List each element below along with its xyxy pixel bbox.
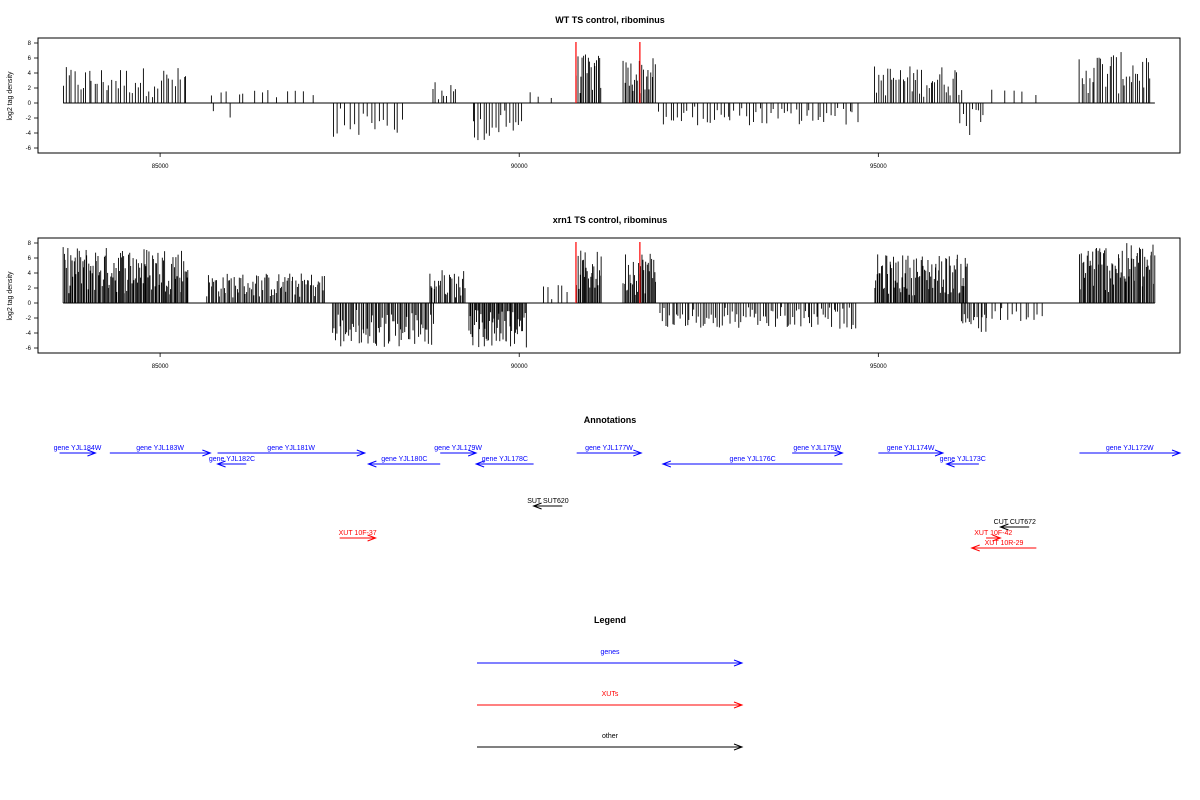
y-tick-label: 6 (28, 256, 32, 262)
y-tick-label: 4 (28, 271, 32, 277)
wt-track-panel: WT TS control, ribominus log2 tag densit… (7, 15, 1181, 170)
wt-x-axis: 85000 90000 95000 (152, 153, 887, 170)
annotations-title: Annotations (584, 415, 637, 425)
wt-y-axis-label: log2 tag density (7, 71, 14, 121)
feature-label: gene YJL178C (482, 456, 528, 463)
feature-label: gene YJL180C (381, 456, 427, 463)
arrow-head (87, 449, 97, 457)
legend-label: other (602, 733, 619, 740)
y-tick-label: -4 (26, 331, 32, 337)
feature-label: SUT SUT620 (527, 498, 569, 505)
arrow-head (999, 523, 1009, 531)
y-tick-label: 8 (28, 241, 32, 247)
y-tick-label: -6 (26, 146, 32, 152)
arrow-head (216, 460, 226, 468)
feature-label: gene YJL183W (136, 445, 184, 452)
arrow-head (356, 449, 367, 457)
feature-label: XUT 10F-37 (339, 530, 377, 537)
y-tick-label: -2 (26, 316, 32, 322)
arrow-head (532, 502, 542, 510)
feature-label: gene YJL179W (434, 445, 482, 452)
xrn1-track-title: xrn1 TS control, ribominus (553, 215, 668, 225)
arrow-head (202, 449, 212, 457)
feature-label: gene YJL175W (793, 445, 841, 452)
wt-y-axis: 8 6 4 2 0 -2 -4 -6 (26, 41, 38, 152)
arrow-head (834, 449, 844, 457)
wt-track-title: WT TS control, ribominus (555, 15, 665, 25)
feature-label: gene YJL181W (267, 445, 315, 452)
xrn1-x-axis: 85000 90000 95000 (152, 353, 887, 370)
y-tick-label: 8 (28, 41, 32, 47)
xrn1-track-frame (37, 237, 1181, 354)
y-tick-label: 0 (28, 301, 32, 307)
y-tick-label: -2 (26, 116, 32, 122)
feature-label: gene YJL174W (887, 445, 935, 452)
feature-label: gene YJL176C (730, 456, 776, 463)
x-tick-label: 85000 (152, 364, 169, 370)
arrow-head (733, 743, 744, 751)
xrn1-y-axis: 8 6 4 2 0 -2 -4 -6 (26, 241, 38, 352)
arrow-head (970, 544, 980, 552)
feature-label: gene YJL184W (54, 445, 102, 452)
arrow-head (366, 460, 377, 468)
arrow-head (945, 460, 955, 468)
feature-label: XUT 10R-29 (985, 540, 1024, 547)
legend-panel: Legend genes XUTs other (477, 615, 744, 751)
x-tick-label: 85000 (152, 164, 169, 170)
arrow-head (992, 534, 1002, 542)
annotations-panel: Annotations gene YJL184W gene YJL183Wgene… (54, 415, 1182, 552)
y-tick-label: 0 (28, 101, 32, 107)
feature-label: gene YJL177W (585, 445, 633, 452)
legend-items: genes XUTs other (477, 649, 744, 751)
arrow-head (474, 460, 485, 468)
legend-label: genes (600, 649, 620, 656)
x-tick-label: 90000 (511, 364, 528, 370)
arrow-head (934, 449, 945, 457)
y-tick-label: 6 (28, 56, 32, 62)
arrow-head (367, 534, 377, 542)
arrow-head (733, 701, 744, 709)
feature-label: CUT CUT672 (994, 519, 1036, 526)
xrn1-red-markers (575, 242, 641, 303)
feature-label: gene YJL172W (1106, 445, 1154, 452)
xrn1-density-bars (62, 243, 1156, 348)
x-tick-label: 95000 (870, 364, 887, 370)
legend-label: XUTs (602, 691, 619, 698)
y-tick-label: 2 (28, 86, 32, 92)
y-tick-label: 2 (28, 286, 32, 292)
wt-track-frame (37, 37, 1181, 154)
arrow-head (733, 659, 744, 667)
arrow-head (1171, 449, 1182, 457)
legend-title: Legend (594, 615, 626, 625)
xrn1-track-panel: xrn1 TS control, ribominus log2 tag dens… (7, 215, 1181, 370)
y-tick-label: -4 (26, 131, 32, 137)
wt-density-bars (63, 52, 1155, 141)
x-tick-label: 90000 (511, 164, 528, 170)
feature-label: gene YJL173C (940, 456, 986, 463)
arrow-head (467, 449, 478, 457)
arrow-head (661, 460, 672, 468)
arrow-head (633, 449, 643, 457)
x-tick-label: 95000 (870, 164, 887, 170)
feature-label: gene YJL182C (209, 456, 255, 463)
xrn1-y-axis-label: log2 tag density (7, 271, 14, 321)
annotation-features: gene YJL184W gene YJL183W gene YJL182C gene… (54, 445, 1182, 552)
feature-label: XUT 10F-42 (974, 530, 1012, 537)
wt-red-markers (575, 42, 641, 103)
y-tick-label: 4 (28, 71, 32, 77)
y-tick-label: -6 (26, 346, 32, 352)
